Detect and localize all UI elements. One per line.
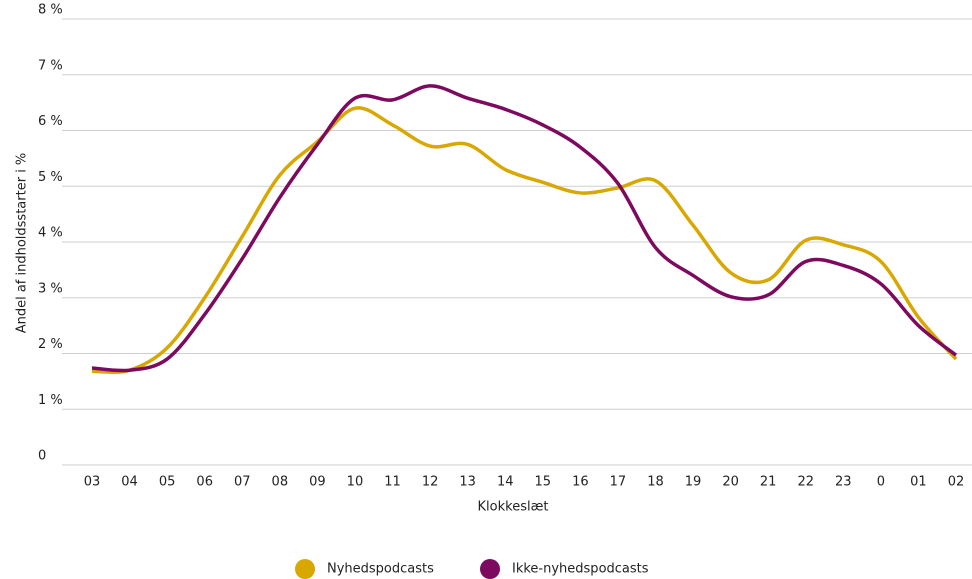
x-tick-label: 21 [760,475,777,490]
line-series [91,106,958,374]
x-tick-label: 23 [835,475,852,490]
x-tick-label: 13 [459,475,476,490]
x-tick-label: 07 [234,475,251,490]
x-tick-label: 03 [84,475,101,490]
x-tick-label: 18 [647,475,664,490]
x-tick-label: 17 [610,475,627,490]
x-tick-label: 08 [272,475,289,490]
x-tick-label: 15 [535,475,552,490]
y-tick-label: 0 [38,449,46,464]
legend-swatch [295,559,315,579]
line-series [91,84,958,373]
x-tick-label: 09 [309,475,326,490]
x-tick-label: 04 [121,475,138,490]
legend-label: Ikke-nyhedspodcasts [512,562,649,577]
x-tick-label: 16 [572,475,589,490]
y-tick-label: 2 % [38,337,63,352]
legend-swatch [480,559,500,579]
y-tick-label: 6 % [38,114,63,129]
x-tick-label: 20 [722,475,739,490]
x-tick-label: 0 [877,475,885,490]
x-tick-label: 12 [422,475,439,490]
y-tick-label: 4 % [38,226,63,241]
x-tick-label: 06 [196,475,213,490]
x-tick-label: 01 [910,475,927,490]
y-tick-label: 7 % [38,58,63,73]
y-tick-label: 3 % [38,281,63,296]
legend-label: Nyhedspodcasts [327,562,434,577]
y-tick-label: 8 % [38,3,63,18]
x-tick-label: 10 [347,475,364,490]
x-tick-label: 02 [948,475,965,490]
x-tick-label: 19 [685,475,702,490]
x-tick-label: 14 [497,475,514,490]
x-tick-label: 05 [159,475,176,490]
y-axis-label: Andel af indholdsstarter i % [15,153,30,334]
y-tick-label: 5 % [38,170,63,185]
x-tick-label: 22 [797,475,814,490]
x-tick-label: 11 [384,475,401,490]
x-axis-label: Klokkeslæt [478,500,549,515]
y-tick-label: 1 % [38,393,63,408]
